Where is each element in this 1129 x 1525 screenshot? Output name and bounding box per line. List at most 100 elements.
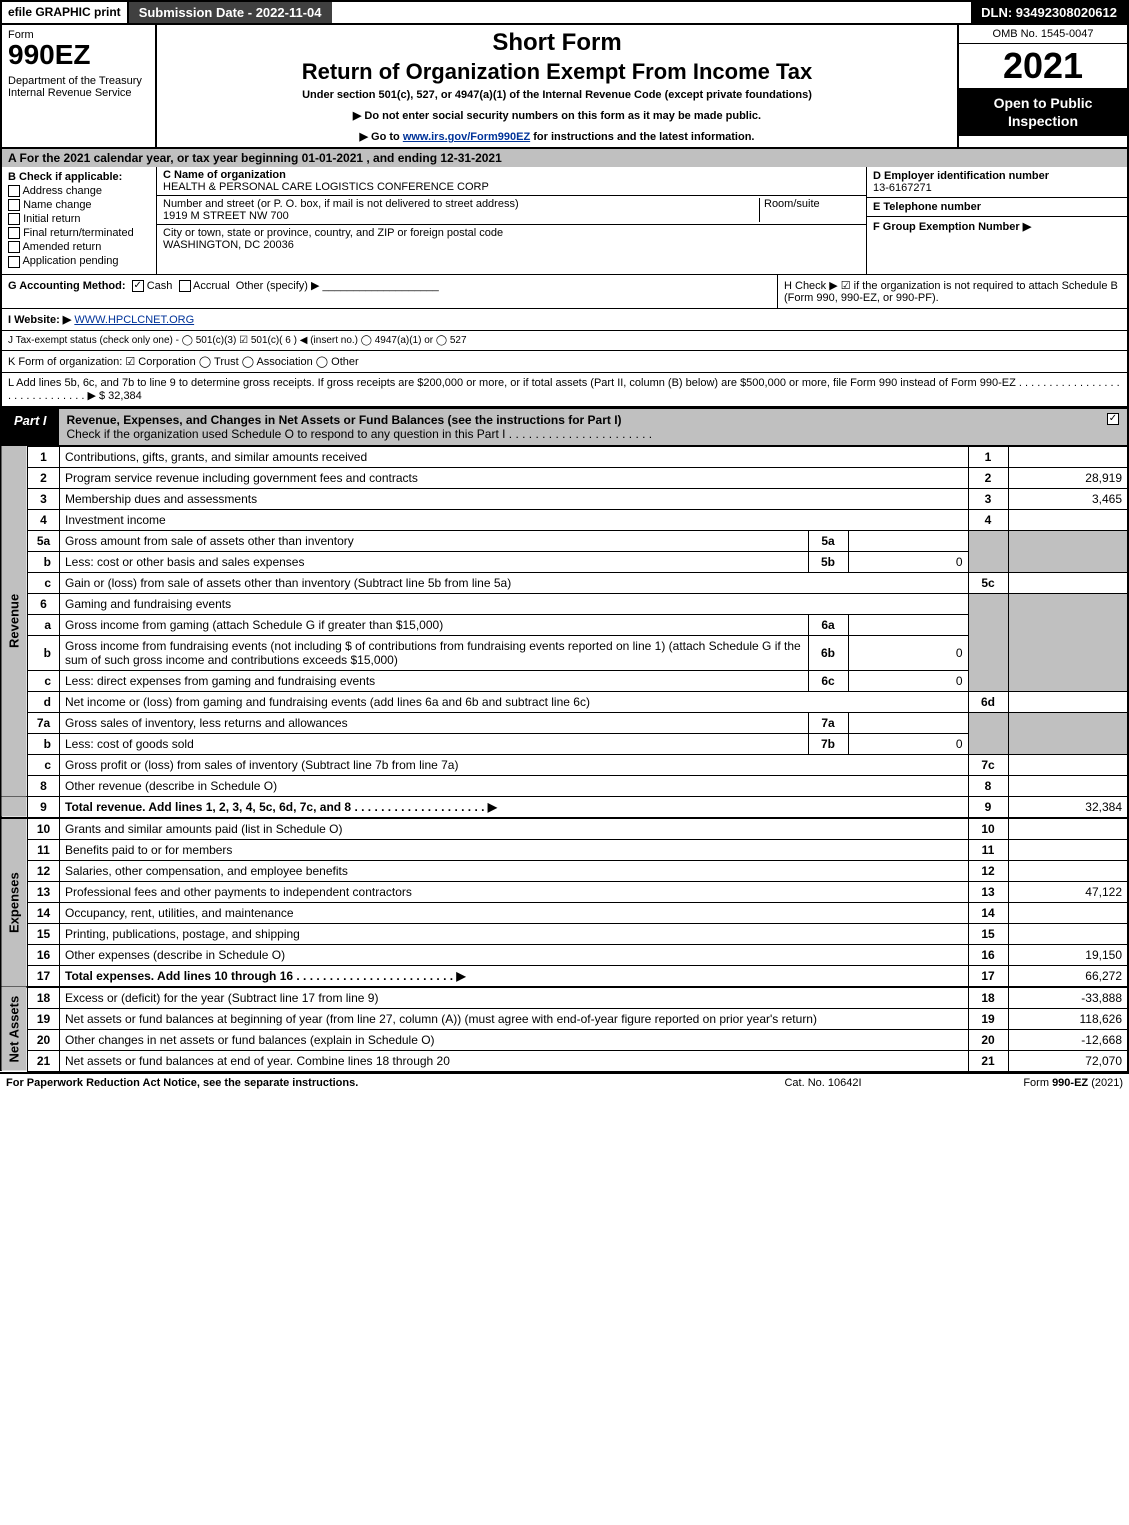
chk-cash[interactable]: ✓ bbox=[132, 280, 144, 292]
l4-rnum: 4 bbox=[968, 509, 1008, 530]
cash-label: Cash bbox=[147, 280, 173, 292]
l6a-sublabel: 6a bbox=[808, 614, 848, 635]
l4-desc: Investment income bbox=[60, 509, 969, 530]
part-1-subtitle: Check if the organization used Schedule … bbox=[67, 427, 653, 441]
l3-desc: Membership dues and assessments bbox=[60, 488, 969, 509]
l8-num: 8 bbox=[28, 775, 60, 796]
ein-label: D Employer identification number bbox=[873, 170, 1121, 182]
l6c-num: c bbox=[28, 670, 60, 691]
l21-rnum: 21 bbox=[968, 1050, 1008, 1071]
l12-amt bbox=[1008, 860, 1128, 881]
l2-rnum: 2 bbox=[968, 467, 1008, 488]
chk-application-pending[interactable]: Application pending bbox=[8, 255, 150, 267]
l5a-desc: Gross amount from sale of assets other t… bbox=[60, 530, 809, 551]
l5a-sublabel: 5a bbox=[808, 530, 848, 551]
l19-num: 19 bbox=[28, 1008, 60, 1029]
side-revenue-end bbox=[1, 796, 28, 818]
l7b-num: b bbox=[28, 733, 60, 754]
l5-gray bbox=[968, 530, 1008, 572]
l6b-sublabel: 6b bbox=[808, 635, 848, 670]
l6-gray bbox=[968, 593, 1008, 691]
irs-link[interactable]: www.irs.gov/Form990EZ bbox=[403, 131, 530, 143]
l10-rnum: 10 bbox=[968, 818, 1008, 840]
l7b-subval: 0 bbox=[848, 733, 968, 754]
l9-rnum: 9 bbox=[968, 796, 1008, 818]
footer-form-bold: 990-EZ bbox=[1052, 1077, 1088, 1089]
chk-address-change[interactable]: Address change bbox=[8, 185, 150, 197]
l7-gray bbox=[968, 712, 1008, 754]
l2-num: 2 bbox=[28, 467, 60, 488]
l6d-rnum: 6d bbox=[968, 691, 1008, 712]
l1-desc: Contributions, gifts, grants, and simila… bbox=[60, 446, 969, 467]
l21-amt: 72,070 bbox=[1008, 1050, 1128, 1071]
l5b-sublabel: 5b bbox=[808, 551, 848, 572]
chk-name-change[interactable]: Name change bbox=[8, 199, 150, 211]
chk-amended-return-label: Amended return bbox=[22, 241, 101, 253]
row-i: I Website: ▶ WWW.HPCLCNET.ORG bbox=[0, 309, 1129, 331]
submission-date: Submission Date - 2022-11-04 bbox=[129, 2, 332, 23]
top-bar: efile GRAPHIC print Submission Date - 20… bbox=[0, 0, 1129, 25]
l18-amt: -33,888 bbox=[1008, 987, 1128, 1009]
l7c-num: c bbox=[28, 754, 60, 775]
l10-num: 10 bbox=[28, 818, 60, 840]
subtitle: Under section 501(c), 527, or 4947(a)(1)… bbox=[163, 89, 951, 101]
room-suite-label: Room/suite bbox=[760, 198, 860, 222]
part-1-table: Revenue 1 Contributions, gifts, grants, … bbox=[0, 446, 1129, 1072]
chk-initial-return[interactable]: Initial return bbox=[8, 213, 150, 225]
l3-amt: 3,465 bbox=[1008, 488, 1128, 509]
other-label: Other (specify) ▶ bbox=[236, 280, 320, 292]
l16-amt: 19,150 bbox=[1008, 944, 1128, 965]
chk-final-return[interactable]: Final return/terminated bbox=[8, 227, 150, 239]
note-goto: ▶ Go to www.irs.gov/Form990EZ for instru… bbox=[163, 130, 951, 143]
l5b-subval: 0 bbox=[848, 551, 968, 572]
chk-application-pending-label: Application pending bbox=[22, 255, 118, 267]
chk-initial-return-label: Initial return bbox=[23, 213, 80, 225]
l16-num: 16 bbox=[28, 944, 60, 965]
part-1-header: Part I Revenue, Expenses, and Changes in… bbox=[0, 408, 1129, 446]
open-to-public: Open to Public Inspection bbox=[959, 88, 1127, 136]
part-1-schedule-o-check[interactable]: ✓ bbox=[1107, 413, 1119, 425]
chk-address-change-label: Address change bbox=[22, 185, 102, 197]
col-def: D Employer identification number 13-6167… bbox=[867, 167, 1127, 274]
l21-desc: Net assets or fund balances at end of ye… bbox=[60, 1050, 969, 1071]
l3-rnum: 3 bbox=[968, 488, 1008, 509]
l9-amt: 32,384 bbox=[1008, 796, 1128, 818]
website-link[interactable]: WWW.HPCLCNET.ORG bbox=[74, 314, 194, 326]
l7a-sublabel: 7a bbox=[808, 712, 848, 733]
l2-desc: Program service revenue including govern… bbox=[60, 467, 969, 488]
l4-amt bbox=[1008, 509, 1128, 530]
row-h: H Check ▶ ☑ if the organization is not r… bbox=[777, 275, 1127, 308]
l6-desc: Gaming and fundraising events bbox=[60, 593, 969, 614]
l19-desc: Net assets or fund balances at beginning… bbox=[60, 1008, 969, 1029]
header-right: OMB No. 1545-0047 2021 Open to Public In… bbox=[957, 25, 1127, 147]
part-1-tab: Part I bbox=[2, 409, 59, 445]
l7a-num: 7a bbox=[28, 712, 60, 733]
l20-amt: -12,668 bbox=[1008, 1029, 1128, 1050]
l8-rnum: 8 bbox=[968, 775, 1008, 796]
l5-gray-amt bbox=[1008, 530, 1128, 572]
l8-desc: Other revenue (describe in Schedule O) bbox=[60, 775, 969, 796]
l6c-desc: Less: direct expenses from gaming and fu… bbox=[60, 670, 809, 691]
l17-rnum: 17 bbox=[968, 965, 1008, 987]
chk-amended-return[interactable]: Amended return bbox=[8, 241, 150, 253]
efile-print[interactable]: efile GRAPHIC print bbox=[2, 2, 129, 23]
l13-desc: Professional fees and other payments to … bbox=[60, 881, 969, 902]
l6b-subval: 0 bbox=[848, 635, 968, 670]
chk-accrual[interactable] bbox=[179, 280, 191, 292]
footer-form-pre: Form bbox=[1023, 1077, 1052, 1089]
l17-amt: 66,272 bbox=[1008, 965, 1128, 987]
l19-rnum: 19 bbox=[968, 1008, 1008, 1029]
l7a-desc: Gross sales of inventory, less returns a… bbox=[60, 712, 809, 733]
l2-amt: 28,919 bbox=[1008, 467, 1128, 488]
l1-num: 1 bbox=[28, 446, 60, 467]
l5c-rnum: 5c bbox=[968, 572, 1008, 593]
l7a-subval bbox=[848, 712, 968, 733]
section-bcdef: B Check if applicable: Address change Na… bbox=[0, 167, 1129, 275]
l4-num: 4 bbox=[28, 509, 60, 530]
l17-desc: Total expenses. Add lines 10 through 16 … bbox=[60, 965, 969, 987]
side-expenses: Expenses bbox=[1, 818, 28, 987]
l18-rnum: 18 bbox=[968, 987, 1008, 1009]
l7b-sublabel: 7b bbox=[808, 733, 848, 754]
city-label: City or town, state or province, country… bbox=[163, 227, 860, 239]
note-goto-post: for instructions and the latest informat… bbox=[530, 131, 754, 143]
